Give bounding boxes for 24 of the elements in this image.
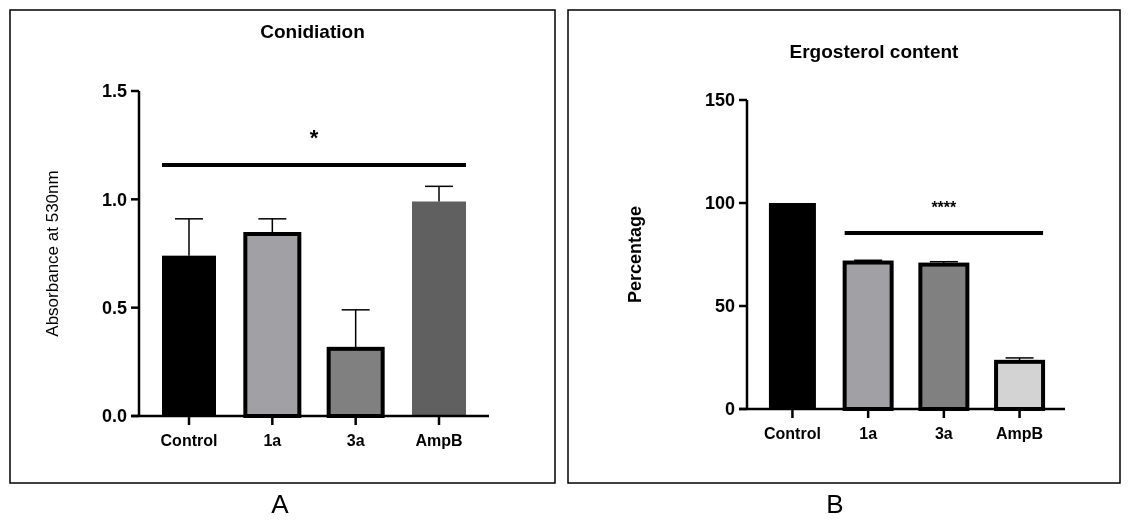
annotation: * xyxy=(309,125,319,150)
y-axis-title: Absorbance at 530nm xyxy=(43,170,62,337)
y-tick-label: 0 xyxy=(724,399,735,420)
y-tick-label: 1.0 xyxy=(101,189,127,210)
text: A xyxy=(271,489,290,519)
x-tick-label: Control xyxy=(763,425,821,442)
y-tick-label: 150 xyxy=(704,90,735,111)
annotation: **** xyxy=(931,199,958,216)
y-tick-label: 50 xyxy=(714,296,735,317)
y-tick-label: 0.5 xyxy=(101,297,127,318)
x-tick-label: 1a xyxy=(859,425,878,442)
y-tick-label: 100 xyxy=(704,193,735,214)
y-tick-label: 1.5 xyxy=(101,81,127,102)
x-tick-label: 3a xyxy=(934,425,953,442)
y-tick-label: 0.0 xyxy=(101,406,127,427)
chart-title: Ergosterol content xyxy=(789,41,960,62)
y-axis-title: Percentage xyxy=(625,205,645,304)
x-tick-label: AmpB xyxy=(415,432,463,449)
x-tick-label: AmpB xyxy=(996,425,1044,442)
x-tick-label: 1a xyxy=(263,432,282,449)
text: B xyxy=(826,489,844,519)
x-tick-label: 3a xyxy=(346,432,365,449)
chart-title: Conidiation xyxy=(260,21,365,42)
x-tick-label: Control xyxy=(160,432,218,449)
